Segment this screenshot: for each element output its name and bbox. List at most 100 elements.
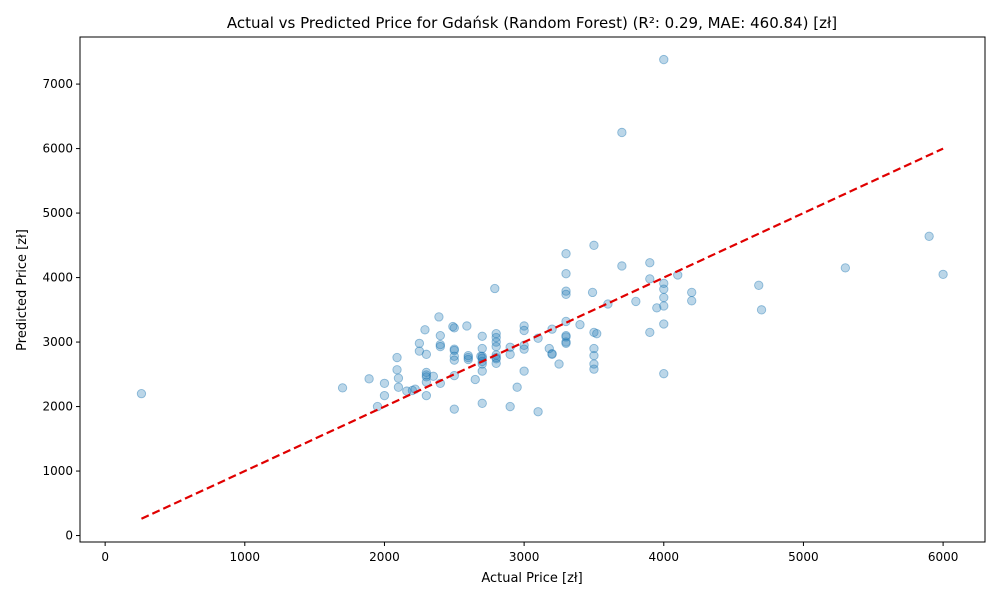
data-point — [519, 344, 529, 354]
data-point — [421, 367, 432, 378]
data-point — [477, 343, 487, 354]
data-point — [512, 382, 522, 392]
data-point — [392, 365, 402, 375]
data-point — [617, 127, 627, 138]
data-point — [421, 349, 432, 359]
data-point — [561, 269, 571, 279]
data-point — [687, 296, 697, 306]
data-point — [435, 339, 445, 350]
data-point — [592, 329, 602, 339]
y-tick-label: 1000 — [42, 464, 73, 478]
x-axis-label: Actual Price [zł] — [481, 571, 582, 586]
reference-line-layer — [140, 147, 944, 520]
data-point — [490, 283, 500, 294]
data-point — [491, 341, 501, 352]
data-point — [449, 351, 459, 361]
data-point — [687, 287, 697, 298]
plot-frame — [79, 36, 986, 543]
data-point — [659, 319, 669, 329]
x-tick-label: 4000 — [649, 550, 680, 564]
x-tick-label: 3000 — [509, 550, 540, 564]
data-point — [589, 350, 599, 361]
y-tick-label: 0 — [65, 529, 73, 543]
data-point — [435, 341, 445, 352]
data-point — [463, 354, 473, 365]
data-point — [392, 352, 402, 363]
data-point — [645, 274, 655, 284]
data-point — [589, 343, 599, 354]
data-point — [449, 323, 459, 333]
data-point — [652, 303, 662, 313]
data-point — [547, 349, 557, 359]
x-tick-label: 6000 — [928, 550, 959, 564]
data-point — [840, 263, 850, 273]
data-point — [379, 390, 390, 401]
data-point — [491, 337, 501, 347]
data-point — [449, 344, 459, 354]
data-point — [476, 351, 486, 361]
data-point — [136, 389, 147, 399]
data-point — [477, 398, 487, 408]
data-point — [519, 321, 529, 331]
y-tick-label: 2000 — [42, 400, 73, 414]
data-point — [372, 401, 383, 412]
data-point — [631, 296, 641, 307]
data-point — [428, 371, 438, 381]
reference-line — [140, 147, 944, 520]
data-point — [938, 269, 948, 279]
data-point — [519, 325, 529, 336]
data-point — [477, 366, 487, 376]
data-point — [491, 332, 501, 343]
y-tick-label: 5000 — [42, 206, 73, 220]
data-point — [420, 325, 430, 335]
data-point — [659, 278, 669, 289]
data-point — [547, 324, 557, 334]
x-tick-label: 0 — [101, 550, 109, 564]
data-point — [554, 359, 564, 369]
y-tick-label: 6000 — [42, 142, 73, 156]
data-point — [491, 329, 501, 339]
data-point — [449, 404, 459, 414]
chart-title: Actual vs Predicted Price for Gdańsk (Ra… — [227, 14, 837, 32]
x-axis-ticks: 0 1000 2000 3000 4000 5000 6000 — [101, 542, 958, 564]
data-point — [519, 366, 529, 376]
data-point — [414, 338, 425, 348]
data-point — [589, 240, 599, 250]
data-point — [561, 286, 571, 296]
data-point — [544, 343, 554, 354]
data-point — [449, 355, 459, 365]
data-point — [393, 382, 404, 392]
data-point — [561, 332, 571, 342]
data-point — [589, 327, 599, 338]
y-axis-ticks: 0 1000 2000 3000 4000 5000 6000 7000 — [42, 77, 80, 543]
data-point — [421, 372, 432, 382]
data-point — [463, 352, 473, 363]
data-point — [561, 249, 571, 259]
data-point — [561, 289, 571, 299]
y-tick-label: 7000 — [42, 77, 73, 91]
data-point — [589, 359, 599, 369]
data-point — [659, 284, 669, 294]
data-point — [561, 330, 571, 341]
data-point — [337, 383, 348, 393]
data-point — [659, 54, 669, 65]
y-tick-label: 4000 — [42, 271, 73, 285]
data-point — [617, 261, 627, 271]
data-point — [659, 369, 669, 379]
data-point — [434, 312, 444, 322]
data-point — [754, 280, 764, 290]
data-point — [421, 370, 432, 380]
data-point — [505, 349, 515, 359]
x-tick-label: 2000 — [369, 550, 400, 564]
data-point — [421, 390, 432, 401]
x-tick-label: 5000 — [788, 550, 819, 564]
data-point — [924, 231, 934, 241]
data-point — [393, 373, 404, 383]
data-point — [477, 331, 487, 341]
data-point — [645, 327, 655, 338]
data-point — [587, 287, 598, 298]
data-point — [589, 364, 599, 374]
data-point — [561, 338, 571, 348]
